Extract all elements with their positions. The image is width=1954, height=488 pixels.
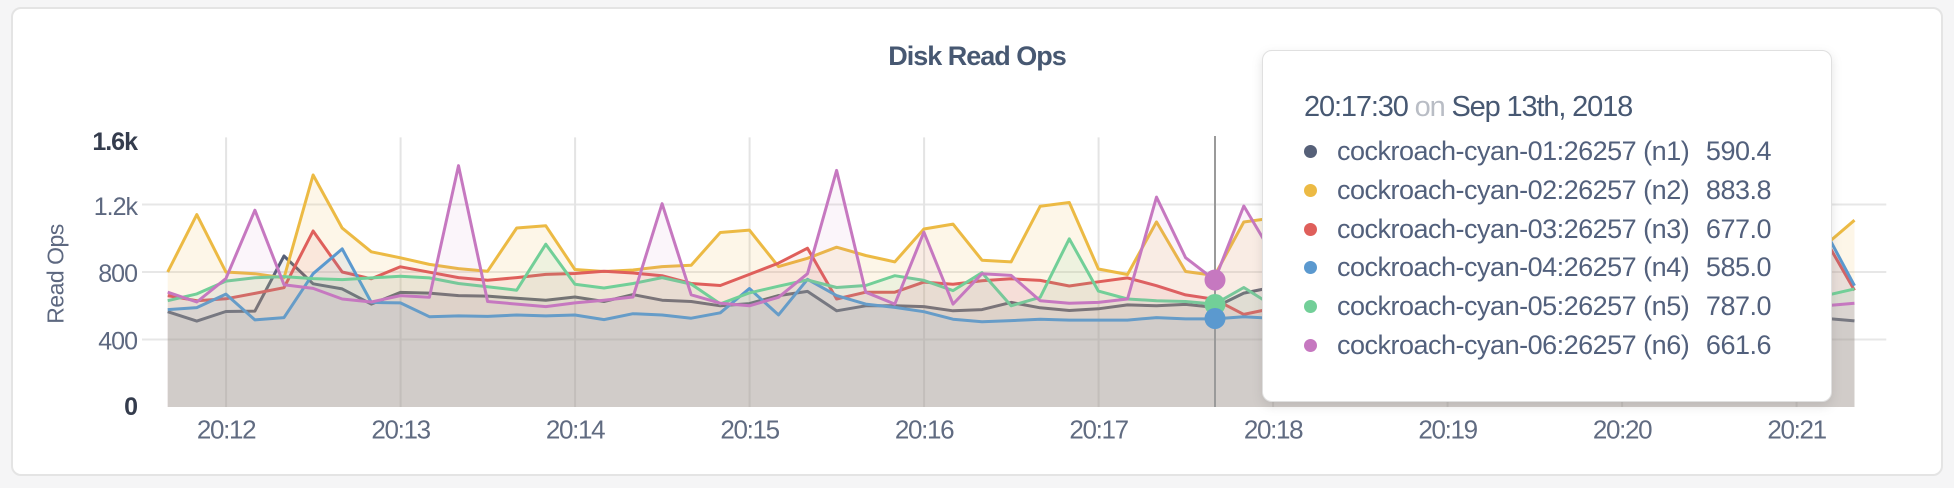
- svg-text:20:14: 20:14: [546, 415, 605, 445]
- svg-text:1.2k: 1.2k: [94, 193, 139, 221]
- svg-text:400: 400: [98, 328, 137, 356]
- svg-text:20:16: 20:16: [895, 415, 954, 445]
- svg-text:20:12: 20:12: [197, 415, 256, 445]
- svg-text:800: 800: [98, 260, 137, 288]
- svg-text:1.6k: 1.6k: [92, 128, 138, 156]
- svg-text:20:21: 20:21: [1767, 415, 1826, 445]
- svg-text:20:20: 20:20: [1593, 415, 1652, 445]
- svg-text:20:19: 20:19: [1418, 415, 1477, 445]
- svg-text:20:13: 20:13: [371, 415, 430, 445]
- svg-text:20:18: 20:18: [1244, 415, 1303, 445]
- svg-text:0: 0: [124, 393, 137, 421]
- svg-text:20:17: 20:17: [1069, 415, 1128, 445]
- svg-text:20:15: 20:15: [720, 415, 779, 445]
- svg-text:Read Ops: Read Ops: [43, 224, 69, 324]
